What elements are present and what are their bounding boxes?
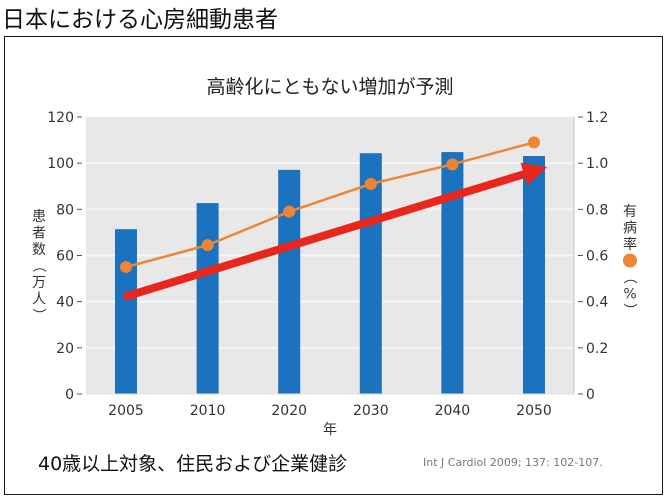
x-tick-label: 2005 (108, 403, 144, 419)
prevalence-point-2005 (120, 261, 132, 274)
legend-marker-prevalence (623, 253, 637, 268)
y2-tick-label: 0.2 (586, 341, 608, 357)
y-tick-label: 100 (47, 156, 74, 172)
y-tick-label: 60 (56, 249, 74, 265)
y-axis-label-char: 人 (32, 292, 46, 308)
x-tick-label: 2040 (435, 403, 471, 419)
page-title: 日本における心房細動患者 (2, 7, 278, 33)
y-tick-label: 0 (65, 387, 74, 403)
prevalence-point-2030 (364, 177, 377, 190)
x-tick-label: 2010 (190, 403, 226, 419)
y-axis-label-char: 万 (32, 275, 46, 291)
y2-axis-label: 有病率 （%） (621, 204, 637, 317)
bar-2020 (278, 169, 301, 394)
bar-2050 (523, 156, 545, 394)
x-axis-label: 年 (323, 422, 337, 438)
y2-tick-label: 0.6 (586, 249, 608, 265)
y2-tick-label: 1.2 (586, 110, 608, 126)
y2-axis-label-char: ） (621, 303, 637, 317)
trend-arrow (122, 162, 547, 301)
y-axis-label-char: （ (30, 259, 46, 273)
x-axis: 2005 2010 2020 2030 2040 2050 (86, 393, 574, 419)
bar-2010 (196, 203, 219, 394)
bar-2040 (441, 152, 464, 394)
bar-series (115, 152, 545, 394)
y-axis-label-char: ） (30, 308, 46, 322)
prevalence-point-2020 (283, 205, 296, 218)
trend-arrow-shaft (122, 170, 526, 301)
study-note: 40歳以上対象、住民および企業健診 (38, 453, 348, 475)
bar-2005 (115, 229, 137, 394)
y-tick-label: 80 (56, 202, 74, 218)
y2-tick-label: 0 (586, 387, 595, 403)
x-tick-label: 2030 (353, 403, 389, 419)
prevalence-point-2050 (528, 136, 540, 149)
left-axis: 0 20 40 60 80 100 120 (47, 110, 82, 403)
trend-arrow-head (520, 162, 547, 186)
prevalence-point-2010 (201, 239, 214, 252)
y2-axis-label-char: 病 (623, 221, 637, 237)
y-axis-label-char: 数 (32, 242, 46, 258)
y-axis-label: 患者数（ 万人） (30, 209, 46, 322)
prevalence-line (125, 141, 535, 269)
chart-title: 高齢化にともない増加が予測 (206, 76, 453, 98)
x-tick-label: 2020 (271, 403, 307, 419)
figure-frame (4, 36, 663, 495)
citation: Int J Cardiol 2009; 137: 102-107. (423, 456, 603, 469)
bar-2030 (359, 153, 382, 394)
y2-tick-label: 1.0 (586, 156, 608, 172)
y-axis-label-char: 患 (32, 209, 46, 225)
y-tick-label: 40 (56, 295, 74, 311)
y2-tick-label: 0.8 (586, 202, 608, 218)
right-axis: 0 0.2 0.4 0.6 0.8 1.0 1.2 (573, 110, 608, 403)
y-axis-label-char: 者 (32, 226, 46, 242)
line-series (120, 136, 540, 274)
x-tick-label: 2050 (516, 403, 552, 419)
y2-axis-label-char: （ (621, 270, 637, 284)
y2-axis-label-char: 有 (623, 204, 637, 220)
y-tick-label: 120 (47, 110, 74, 126)
y2-axis-label-char: % (623, 287, 636, 303)
prevalence-point-2040 (446, 158, 459, 171)
y2-axis-label-char: 率 (623, 236, 637, 253)
gridlines (86, 162, 574, 349)
y-tick-label: 20 (56, 341, 74, 357)
y2-tick-label: 0.4 (586, 295, 608, 311)
